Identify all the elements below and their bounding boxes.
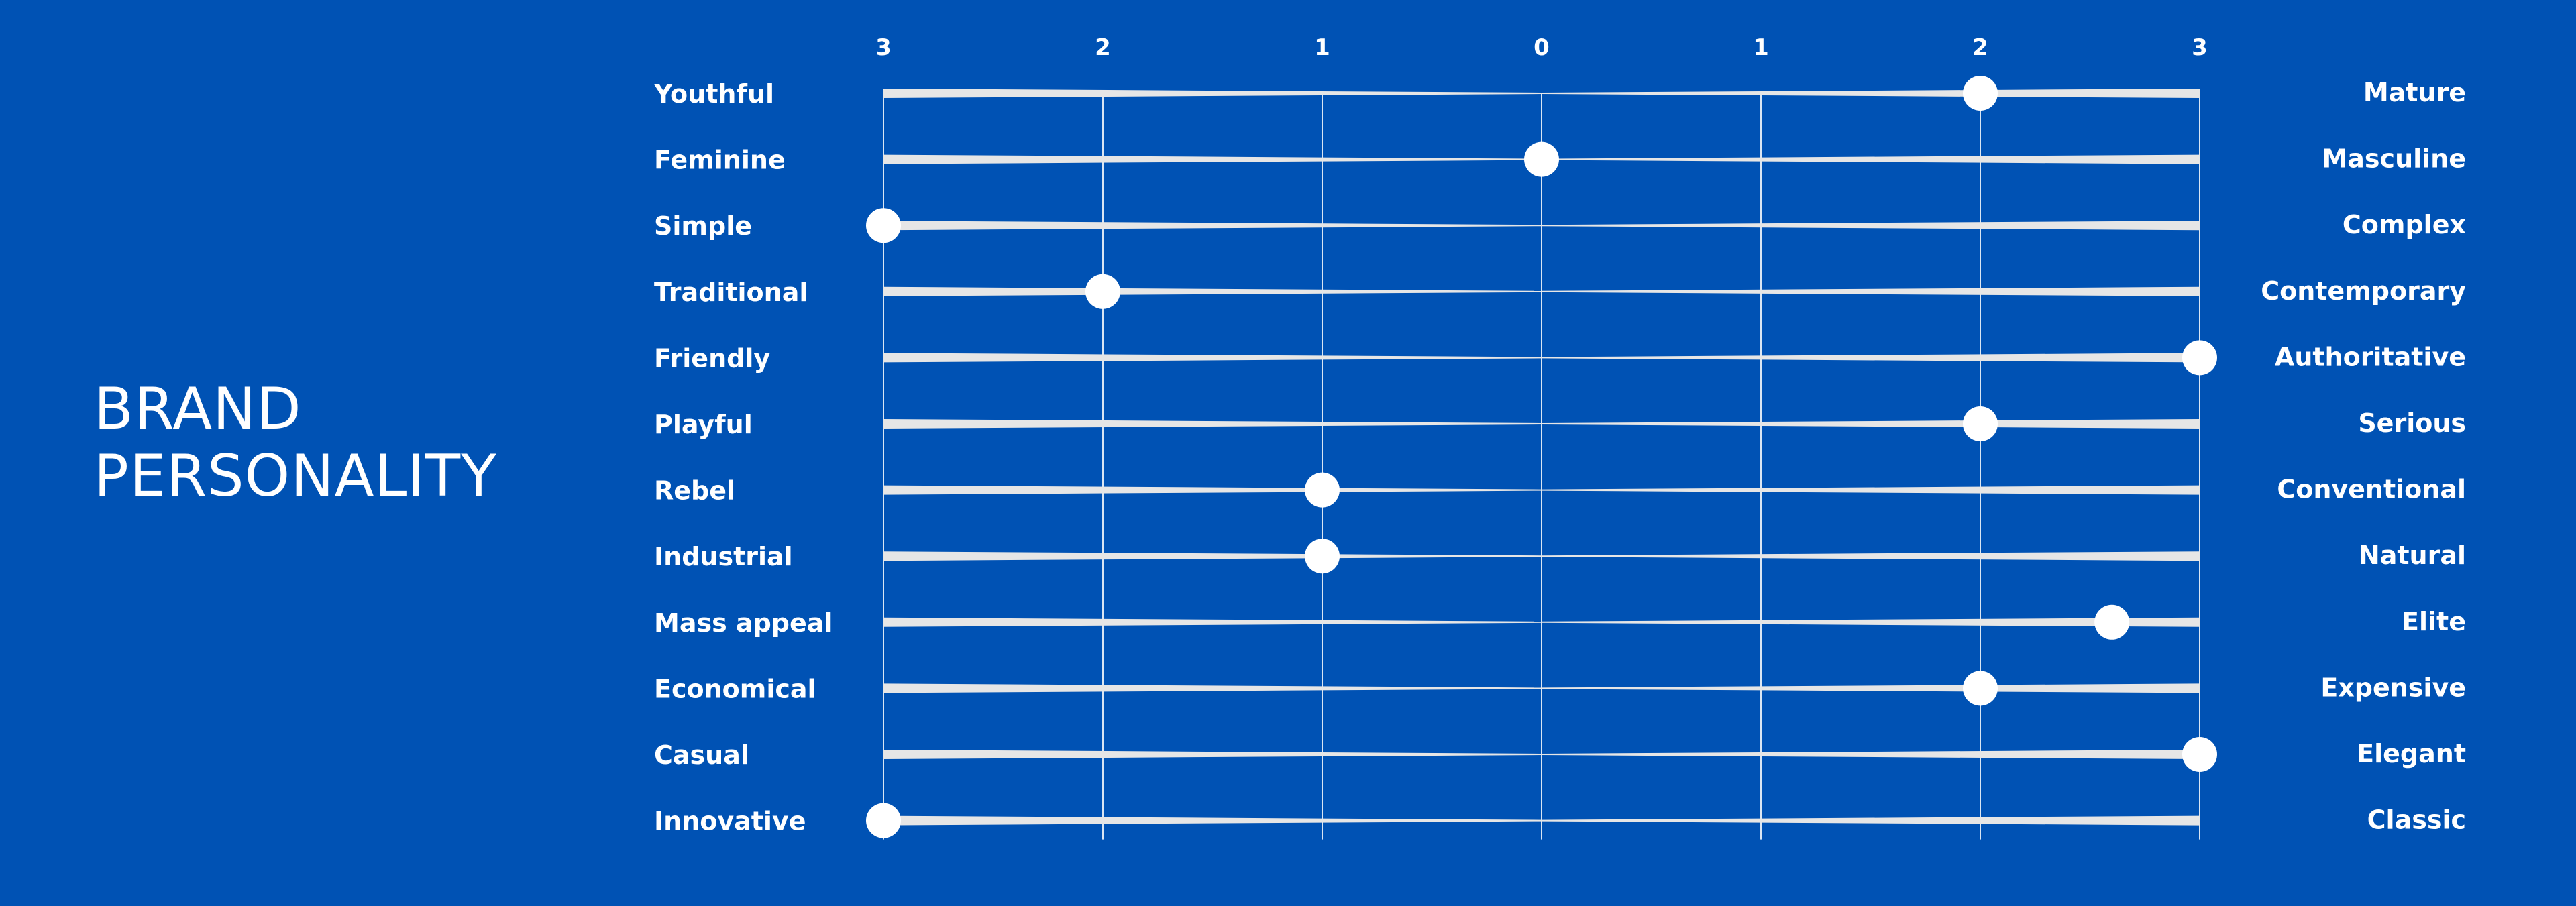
row-label-left: Economical — [654, 674, 816, 703]
value-marker — [1963, 406, 1998, 441]
bar-left-taper — [883, 617, 1542, 627]
bar-right-taper — [1542, 617, 2200, 627]
bar-left-taper — [883, 551, 1542, 561]
row-label-left: Simple — [654, 211, 752, 241]
bar-right-taper — [1542, 154, 2200, 164]
value-marker — [2094, 604, 2130, 640]
x-tick-label: 1 — [1314, 34, 1330, 61]
value-marker — [866, 208, 901, 243]
x-tick-label: 3 — [875, 34, 892, 61]
row-label-left: Casual — [654, 740, 749, 770]
x-tick-label: 2 — [1972, 34, 1988, 61]
bar-right-taper — [1542, 750, 2200, 759]
bar-left-taper — [883, 485, 1542, 495]
bar-left-taper — [883, 750, 1542, 759]
bar-left-taper — [883, 683, 1542, 693]
row-label-right: Expensive — [2320, 673, 2466, 702]
value-marker — [1963, 671, 1998, 706]
row-label-left: Innovative — [654, 807, 806, 836]
value-marker — [1524, 141, 1559, 177]
bar-right-taper — [1542, 221, 2200, 231]
row-label-right: Classic — [2367, 805, 2466, 835]
row-label-right: Masculine — [2322, 144, 2466, 174]
x-tick-label: 1 — [1753, 34, 1769, 61]
row-label-right: Serious — [2358, 408, 2466, 438]
value-marker — [1085, 274, 1120, 309]
row-label-left: Rebel — [654, 476, 735, 506]
bar-right-taper — [1542, 683, 2200, 693]
bar-right-taper — [1542, 353, 2200, 363]
row-label-left: Youthful — [653, 79, 774, 109]
bar-right-taper — [1542, 89, 2200, 98]
bar-left-taper — [883, 815, 1542, 826]
row-label-right: Complex — [2343, 210, 2466, 239]
row-label-left: Feminine — [654, 146, 786, 175]
x-tick-label: 0 — [1534, 34, 1550, 61]
row-label-right: Elegant — [2357, 739, 2466, 769]
row-label-right: Conventional — [2277, 475, 2466, 504]
value-marker — [1963, 76, 1998, 111]
row-label-left: Playful — [654, 410, 753, 439]
x-tick-label: 2 — [1095, 34, 1111, 61]
row-label-right: Authoritative — [2275, 342, 2466, 372]
row-label-left: Mass appeal — [654, 608, 833, 638]
bar-left-taper — [883, 221, 1542, 231]
bar-left-taper — [883, 419, 1542, 429]
title-line-1: BRAND — [94, 376, 302, 443]
page-title: BRAND PERSONALITY — [94, 376, 497, 510]
bar-right-taper — [1542, 286, 2200, 296]
row-label-right: Mature — [2363, 78, 2466, 107]
bar-right-taper — [1542, 485, 2200, 495]
row-label-left: Industrial — [654, 542, 793, 571]
value-marker — [2182, 340, 2217, 376]
bar-left-taper — [883, 286, 1542, 296]
bar-left-taper — [883, 154, 1542, 164]
bar-right-taper — [1542, 815, 2200, 826]
row-label-left: Traditional — [654, 278, 808, 307]
row-label-right: Elite — [2402, 607, 2466, 636]
bar-left-taper — [883, 89, 1542, 98]
bar-right-taper — [1542, 551, 2200, 561]
bar-right-taper — [1542, 419, 2200, 429]
title-line-2: PERSONALITY — [94, 443, 497, 510]
value-marker — [1305, 539, 1340, 574]
bar-left-taper — [883, 353, 1542, 363]
value-marker — [1305, 472, 1340, 508]
row-label-left: Friendly — [654, 343, 770, 373]
x-tick-label: 3 — [2192, 34, 2208, 61]
value-marker — [866, 803, 901, 838]
value-marker — [2182, 737, 2217, 772]
row-label-right: Natural — [2359, 541, 2466, 570]
row-label-right: Contemporary — [2261, 276, 2466, 306]
